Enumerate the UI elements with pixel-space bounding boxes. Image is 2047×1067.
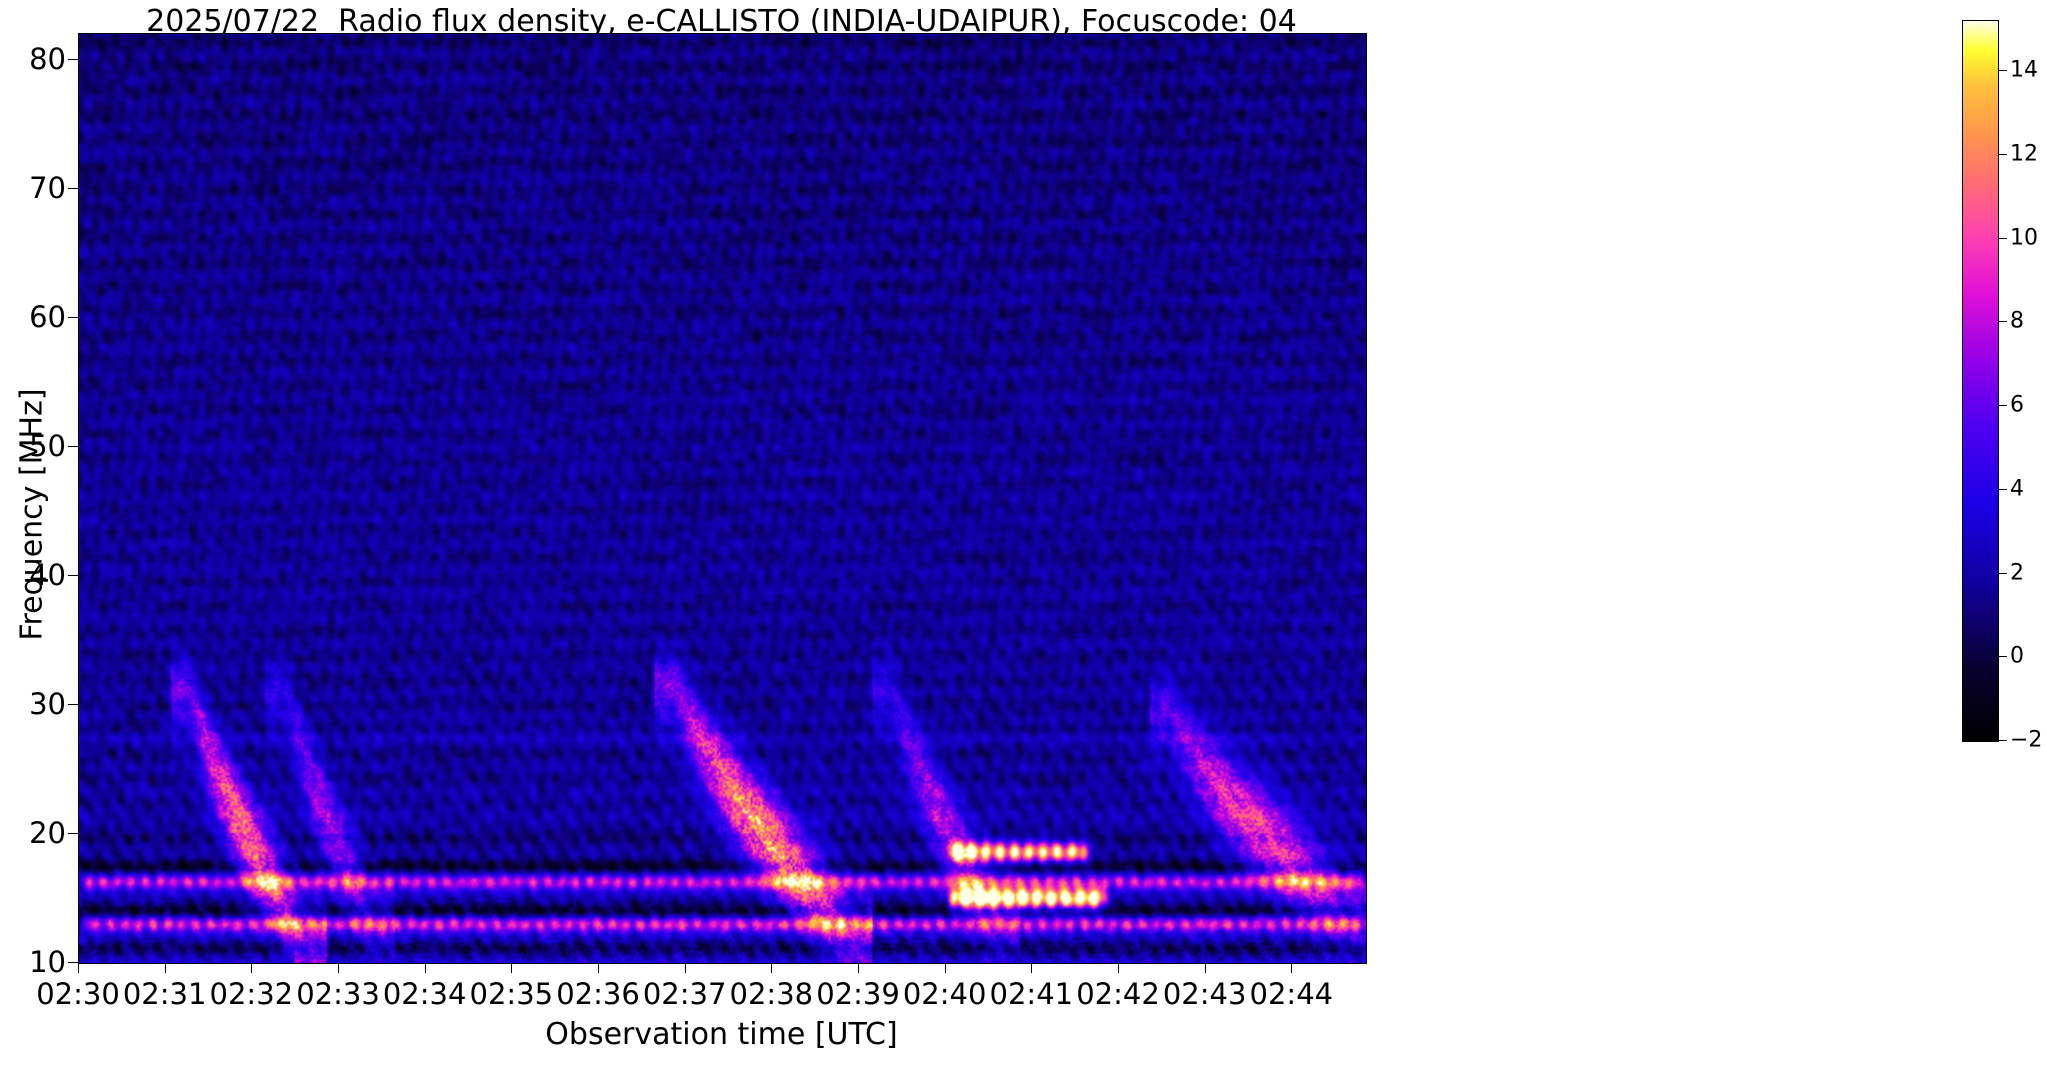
colorbar-tick-mark <box>1999 488 2007 490</box>
colorbar-tick-label: −2 <box>2010 727 2043 753</box>
colorbar-tick-label: 2 <box>2010 560 2024 586</box>
x-tick-label: 02:34 <box>382 977 467 1011</box>
spectrogram-plot-area <box>78 33 1367 964</box>
spectrogram-image <box>79 34 1366 963</box>
y-tick-mark <box>68 574 78 576</box>
y-tick-label: 40 <box>29 557 66 592</box>
x-tick-label: 02:39 <box>816 977 900 1011</box>
colorbar-tick-label: 14 <box>2010 57 2038 83</box>
x-tick-mark <box>1118 963 1119 973</box>
x-tick-label: 02:44 <box>1249 977 1334 1011</box>
y-tick-label: 80 <box>29 41 66 76</box>
x-tick-label: 02:40 <box>902 977 987 1011</box>
colorbar-tick-mark <box>1999 572 2007 574</box>
x-tick-mark <box>1291 963 1293 973</box>
x-tick-mark <box>598 963 599 973</box>
y-axis-title: Frequency [MHz] <box>14 388 50 641</box>
y-tick-mark <box>68 187 78 189</box>
y-tick-mark <box>68 703 78 705</box>
colorbar-tick-label: 6 <box>2010 392 2024 418</box>
x-tick-mark <box>424 963 426 973</box>
x-tick-label: 02:32 <box>209 977 294 1011</box>
y-tick-label: 10 <box>29 945 66 979</box>
x-tick-label: 02:42 <box>1076 977 1160 1011</box>
colorbar-tick-label: 4 <box>2010 476 2024 502</box>
y-tick-mark <box>68 962 78 963</box>
colorbar-tick-label: 10 <box>2010 225 2038 251</box>
x-tick-mark <box>1204 963 1206 973</box>
x-tick-mark <box>684 963 686 973</box>
x-tick-label: 02:30 <box>36 977 120 1011</box>
y-axis-tick-labels: 10 20 30 40 50 60 70 80 <box>0 0 66 1067</box>
x-tick-label: 02:36 <box>556 977 640 1011</box>
colorbar-tick-mark <box>1999 656 2007 658</box>
x-tick-label: 02:31 <box>122 977 207 1011</box>
y-tick-mark <box>68 316 78 318</box>
y-tick-mark <box>68 58 78 60</box>
x-tick-label: 02:38 <box>729 977 814 1011</box>
x-tick-mark <box>1031 963 1033 973</box>
x-tick-mark <box>511 963 513 973</box>
colorbar-tick-mark <box>1999 321 2007 323</box>
colorbar-tick-mark <box>1999 237 2007 239</box>
x-tick-mark <box>251 963 253 973</box>
x-tick-label: 02:33 <box>296 977 380 1011</box>
x-tick-label: 02:43 <box>1162 977 1247 1011</box>
colorbar-tick-mark <box>1999 153 2007 155</box>
y-tick-label: 30 <box>29 686 66 721</box>
y-tick-mark <box>68 832 78 834</box>
x-tick-label: 02:37 <box>642 977 727 1011</box>
x-tick-mark <box>771 963 773 973</box>
colorbar-tick-label: 8 <box>2010 308 2024 334</box>
colorbar: −2 0 2 4 6 8 10 12 14 <box>1962 20 2042 753</box>
y-tick-label: 20 <box>29 815 66 850</box>
x-tick-mark <box>944 963 946 973</box>
x-tick-label: 02:41 <box>989 977 1074 1011</box>
y-tick-label: 60 <box>29 299 66 334</box>
x-tick-mark <box>858 963 859 973</box>
colorbar-tick-mark <box>1999 405 2007 407</box>
y-tick-label: 70 <box>29 170 66 205</box>
y-tick-label: 50 <box>29 428 66 463</box>
colorbar-tick-label: 0 <box>2010 643 2024 669</box>
colorbar-tick-mark <box>1999 740 2007 741</box>
x-tick-mark <box>78 963 79 973</box>
colorbar-tick-mark <box>1999 70 2007 72</box>
x-tick-mark <box>164 963 166 973</box>
y-tick-mark <box>68 445 78 447</box>
x-tick-mark <box>338 963 339 973</box>
colorbar-gradient <box>1962 20 1999 742</box>
x-axis-title: Observation time [UTC] <box>545 1017 898 1052</box>
x-tick-label: 02:35 <box>469 977 554 1011</box>
colorbar-tick-label: 12 <box>2010 141 2038 167</box>
